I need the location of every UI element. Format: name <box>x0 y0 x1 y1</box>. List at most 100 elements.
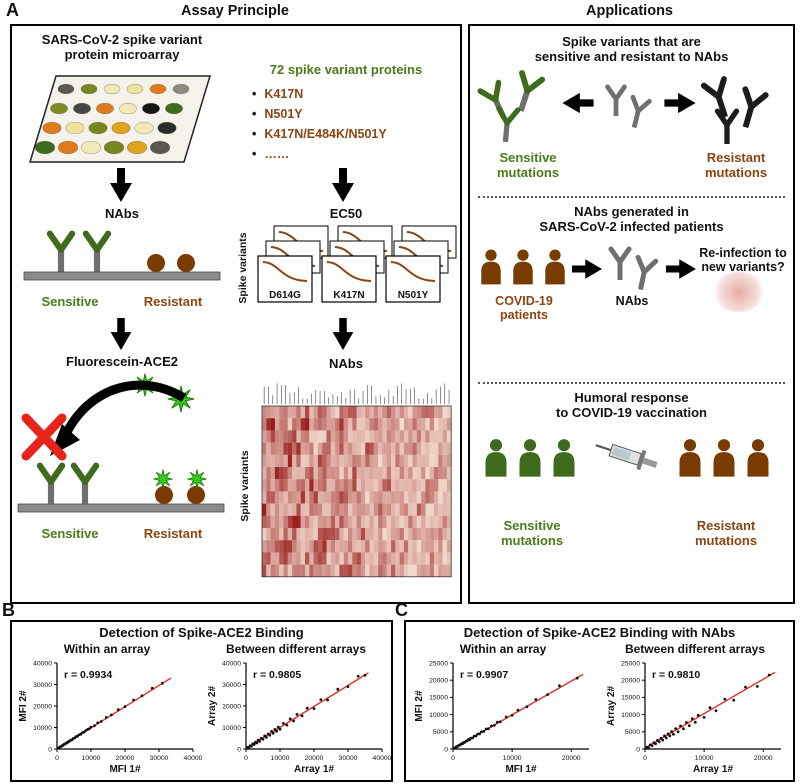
svg-text:0: 0 <box>643 755 647 762</box>
svg-text:r = 0.9934: r = 0.9934 <box>64 669 112 681</box>
assay-principle-box: SARS-CoV-2 spike variant protein microar… <box>10 24 462 604</box>
person-icon <box>553 439 575 477</box>
antibody-icon <box>496 108 518 141</box>
svg-text:30000: 30000 <box>339 755 358 762</box>
microarray-title: SARS-CoV-2 spike variant protein microar… <box>12 32 232 62</box>
svg-text:r = 0.9810: r = 0.9810 <box>652 669 700 681</box>
person-icon <box>519 439 541 477</box>
svg-text:20000: 20000 <box>116 755 135 762</box>
right-arrow-icon <box>572 259 602 279</box>
antibody-icon <box>50 234 72 271</box>
svg-text:r = 0.9805: r = 0.9805 <box>253 669 301 681</box>
svg-text:20000: 20000 <box>621 678 640 685</box>
svg-text:10000: 10000 <box>695 755 714 762</box>
plot-subtitle: Between different arrays <box>624 642 766 656</box>
spike-protein-icon <box>147 254 165 272</box>
antibody-icon <box>632 257 656 290</box>
nabs-binding-graphic <box>23 224 221 281</box>
sensitive-mutations-label: Sensitive mutations <box>496 150 560 180</box>
antibody-icon <box>511 73 542 113</box>
fluorescein-ace2-graphic <box>17 373 225 513</box>
blocked-x-icon <box>21 413 67 461</box>
variant-list-item: • K417N <box>252 87 304 101</box>
svg-text:15000: 15000 <box>429 695 448 702</box>
applications-box: Spike variants that are sensitive and re… <box>468 24 795 604</box>
svg-text:MFI 1#: MFI 1# <box>109 764 141 775</box>
svg-text:0: 0 <box>451 755 455 762</box>
nabs-label: NAbs <box>615 294 649 308</box>
svg-text:10000: 10000 <box>621 712 640 719</box>
svg-text:D614G: D614G <box>269 290 301 301</box>
assay-principle-title: Assay Principle <box>181 3 289 19</box>
svg-text:30000: 30000 <box>150 755 169 762</box>
scatter-plot: 0 10000 20000 0 5000 10000 15000 20000 25000 r = … <box>409 657 597 775</box>
svg-text:15000: 15000 <box>621 695 640 702</box>
sensitive-label: Sensitive <box>41 526 99 541</box>
svg-text:20000: 20000 <box>429 678 448 685</box>
antibody-icon <box>86 234 108 271</box>
vaccinated-sensitive-icons <box>485 439 575 477</box>
plot-subtitle: Between different arrays <box>225 642 367 656</box>
variant-proteins-title: 72 spike variant proteins <box>269 62 423 77</box>
svg-text:10000: 10000 <box>503 755 522 762</box>
svg-text:0: 0 <box>636 746 640 753</box>
panel-c-label: C <box>395 600 408 620</box>
resistant-label: Resistant <box>143 294 203 309</box>
svg-text:0: 0 <box>55 755 59 762</box>
person-icon <box>679 439 701 477</box>
svg-text:0: 0 <box>48 746 52 753</box>
spike-protein-icon <box>187 486 205 504</box>
nabs-label: NAbs <box>105 206 139 221</box>
panel-c-title: Detection of Spike-ACE2 Binding with NAb… <box>463 625 736 640</box>
covid-patients-icons <box>481 249 565 285</box>
svg-text:Array 1#: Array 1# <box>294 764 334 775</box>
reinfection-question: Re-infection to new variants? <box>699 246 787 274</box>
array-surface-bar <box>23 271 221 281</box>
person-icon <box>713 439 735 477</box>
variant-list-item: •…… <box>252 147 290 161</box>
antibody-icon <box>40 466 62 503</box>
person-icon <box>485 439 507 477</box>
svg-text:20000: 20000 <box>562 755 581 762</box>
person-icon <box>747 439 769 477</box>
bullet-icon: • <box>252 147 257 161</box>
svg-text:N501Y: N501Y <box>398 290 429 301</box>
antibody-icon <box>74 466 96 503</box>
resistant-label: Resistant <box>143 526 203 541</box>
fluorescein-star-icon <box>187 469 207 489</box>
svg-text:20000: 20000 <box>222 703 241 710</box>
person-icon <box>513 249 533 285</box>
sensitive-mutations-label: Sensitive mutations <box>500 518 564 548</box>
svg-text:30000: 30000 <box>222 682 241 689</box>
plot-c-between-arrays: Between different arrays 0 10000 20000 0 500… <box>601 642 789 775</box>
nabs-label: NAbs <box>329 356 363 371</box>
svg-text:25000: 25000 <box>621 660 640 667</box>
svg-text:0: 0 <box>444 746 448 753</box>
application2-title: NAbs generated in SARS-CoV-2 infected pa… <box>539 204 724 234</box>
sensitive-label: Sensitive <box>41 294 99 309</box>
svg-text:K417N: K417N <box>333 290 364 301</box>
fluorescein-star-icon <box>153 469 173 489</box>
person-icon <box>481 249 501 285</box>
sensitive-resistant-graphic <box>474 70 789 148</box>
application1-title: Spike variants that are sensitive and re… <box>534 34 729 64</box>
svg-text:Array 1#: Array 1# <box>693 764 733 775</box>
svg-text:10000: 10000 <box>429 712 448 719</box>
svg-text:Array 2#: Array 2# <box>606 686 617 726</box>
dotted-divider <box>478 196 785 198</box>
svg-text:10000: 10000 <box>222 725 241 732</box>
svg-text:MFI 2#: MFI 2# <box>18 690 29 722</box>
svg-text:40000: 40000 <box>222 660 241 667</box>
svg-text:0: 0 <box>237 746 241 753</box>
svg-text:10000: 10000 <box>82 755 101 762</box>
scatter-plot: 0 10000 20000 30000 40000 0 10000 20000 30000 400… <box>13 657 203 775</box>
down-arrow-icon <box>332 168 354 202</box>
syringe-icon <box>595 443 658 471</box>
spike-protein-icon <box>155 486 173 504</box>
bullet-icon: • <box>252 87 257 101</box>
covid-patients-label: COVID-19 patients <box>495 294 553 322</box>
svg-text:30000: 30000 <box>33 682 52 689</box>
variant-list: • K417N • N501Y • K417N/E484K/N501Y •…… <box>252 84 387 164</box>
plot-subtitle: Within an array <box>63 642 151 656</box>
